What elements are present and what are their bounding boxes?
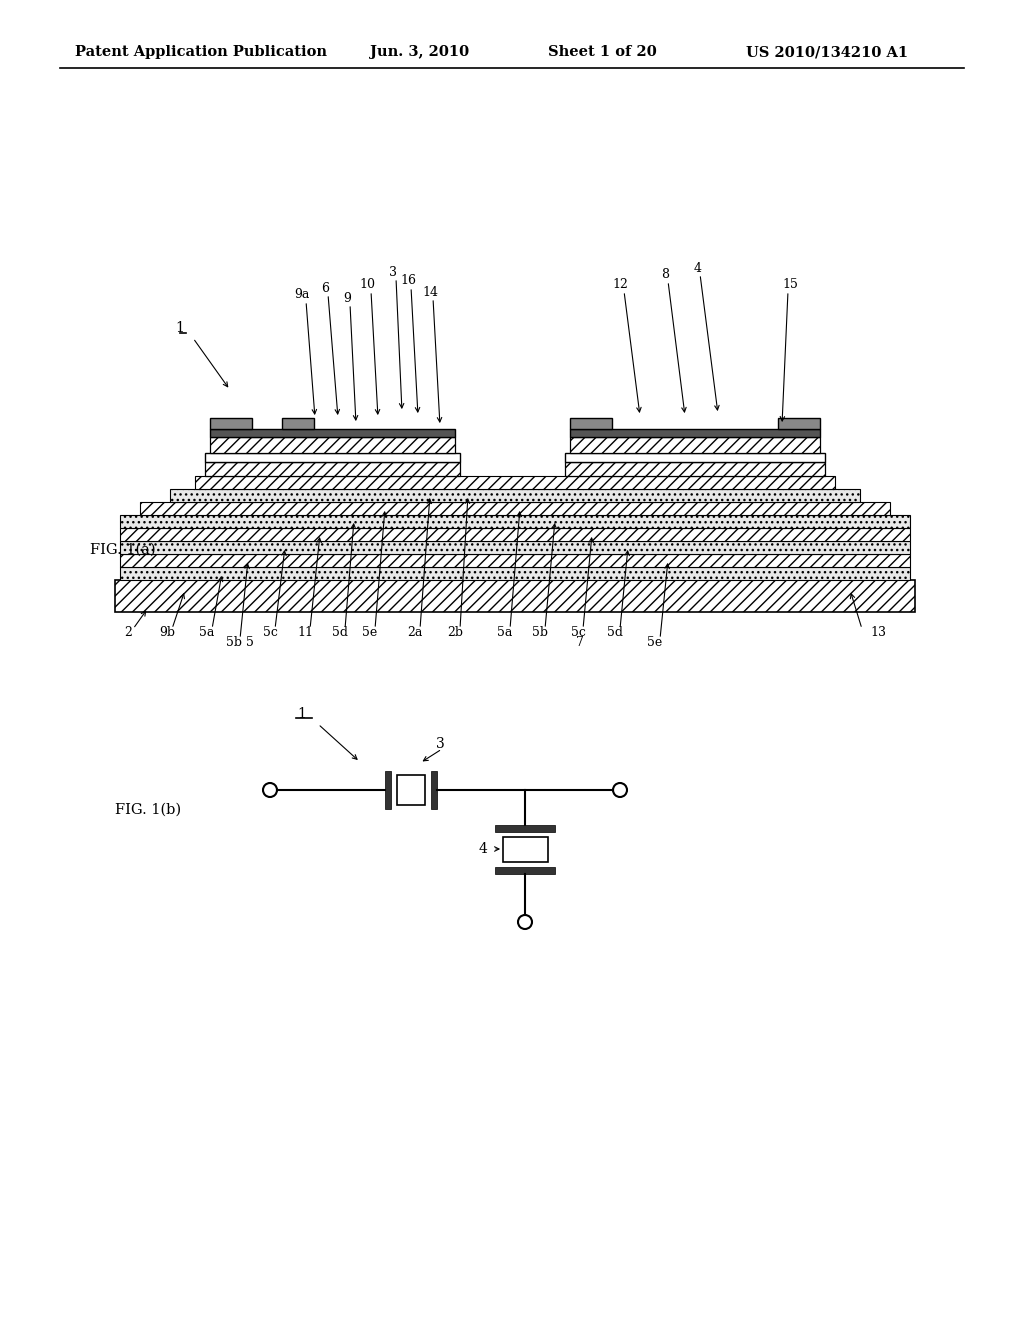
Text: 10: 10 [359, 279, 375, 292]
Text: 14: 14 [422, 285, 438, 298]
Text: 3: 3 [435, 737, 444, 751]
Text: 2a: 2a [408, 626, 423, 639]
Bar [385, 771, 391, 809]
Text: 5d: 5d [332, 626, 348, 639]
Polygon shape [170, 488, 860, 502]
Text: 4: 4 [478, 842, 487, 855]
Polygon shape [210, 418, 252, 429]
Text: 5a: 5a [498, 626, 513, 639]
Polygon shape [120, 554, 910, 568]
Polygon shape [565, 453, 825, 462]
Polygon shape [210, 429, 455, 437]
Text: 5: 5 [246, 635, 254, 648]
Text: FIG. 1(a): FIG. 1(a) [90, 543, 156, 557]
Polygon shape [140, 502, 890, 515]
Text: 9b: 9b [159, 626, 175, 639]
Polygon shape [570, 418, 612, 429]
Bar [503, 837, 548, 862]
Text: 5e: 5e [647, 635, 663, 648]
Polygon shape [120, 541, 910, 554]
Text: 9a: 9a [294, 289, 309, 301]
Text: 3: 3 [389, 265, 397, 279]
Polygon shape [570, 437, 820, 453]
Text: 4: 4 [694, 261, 702, 275]
Text: 1: 1 [298, 708, 306, 721]
Bar [495, 867, 555, 874]
Text: 5c: 5c [570, 626, 586, 639]
Text: 5c: 5c [262, 626, 278, 639]
Text: 5b: 5b [226, 635, 242, 648]
Text: 2: 2 [124, 626, 132, 639]
Text: Jun. 3, 2010: Jun. 3, 2010 [370, 45, 469, 59]
Text: 5e: 5e [362, 626, 378, 639]
Polygon shape [120, 568, 910, 579]
Bar [397, 775, 425, 805]
Text: 6: 6 [321, 281, 329, 294]
Text: 15: 15 [782, 279, 798, 292]
Polygon shape [115, 579, 915, 612]
Polygon shape [210, 437, 455, 453]
Text: 2b: 2b [447, 626, 463, 639]
Polygon shape [778, 418, 820, 429]
Text: 16: 16 [400, 275, 416, 288]
Polygon shape [205, 453, 460, 462]
Polygon shape [565, 462, 825, 477]
Text: 8: 8 [662, 268, 669, 281]
Polygon shape [282, 418, 314, 429]
Bar [431, 771, 437, 809]
Text: Patent Application Publication: Patent Application Publication [75, 45, 327, 59]
Polygon shape [195, 477, 835, 488]
Text: 5b: 5b [532, 626, 548, 639]
Polygon shape [205, 462, 460, 477]
Polygon shape [120, 528, 910, 541]
Bar [495, 825, 555, 832]
Polygon shape [570, 429, 820, 437]
Text: 9: 9 [343, 292, 351, 305]
Text: Sheet 1 of 20: Sheet 1 of 20 [548, 45, 656, 59]
Text: 5d: 5d [607, 626, 623, 639]
Text: 1: 1 [175, 321, 184, 335]
Text: 12: 12 [612, 279, 628, 292]
Polygon shape [120, 515, 910, 528]
Text: US 2010/134210 A1: US 2010/134210 A1 [746, 45, 908, 59]
Text: 11: 11 [297, 626, 313, 639]
Text: 5a: 5a [200, 626, 215, 639]
Text: 13: 13 [870, 626, 886, 639]
Text: 7: 7 [577, 635, 584, 648]
Text: FIG. 1(b): FIG. 1(b) [115, 803, 181, 817]
